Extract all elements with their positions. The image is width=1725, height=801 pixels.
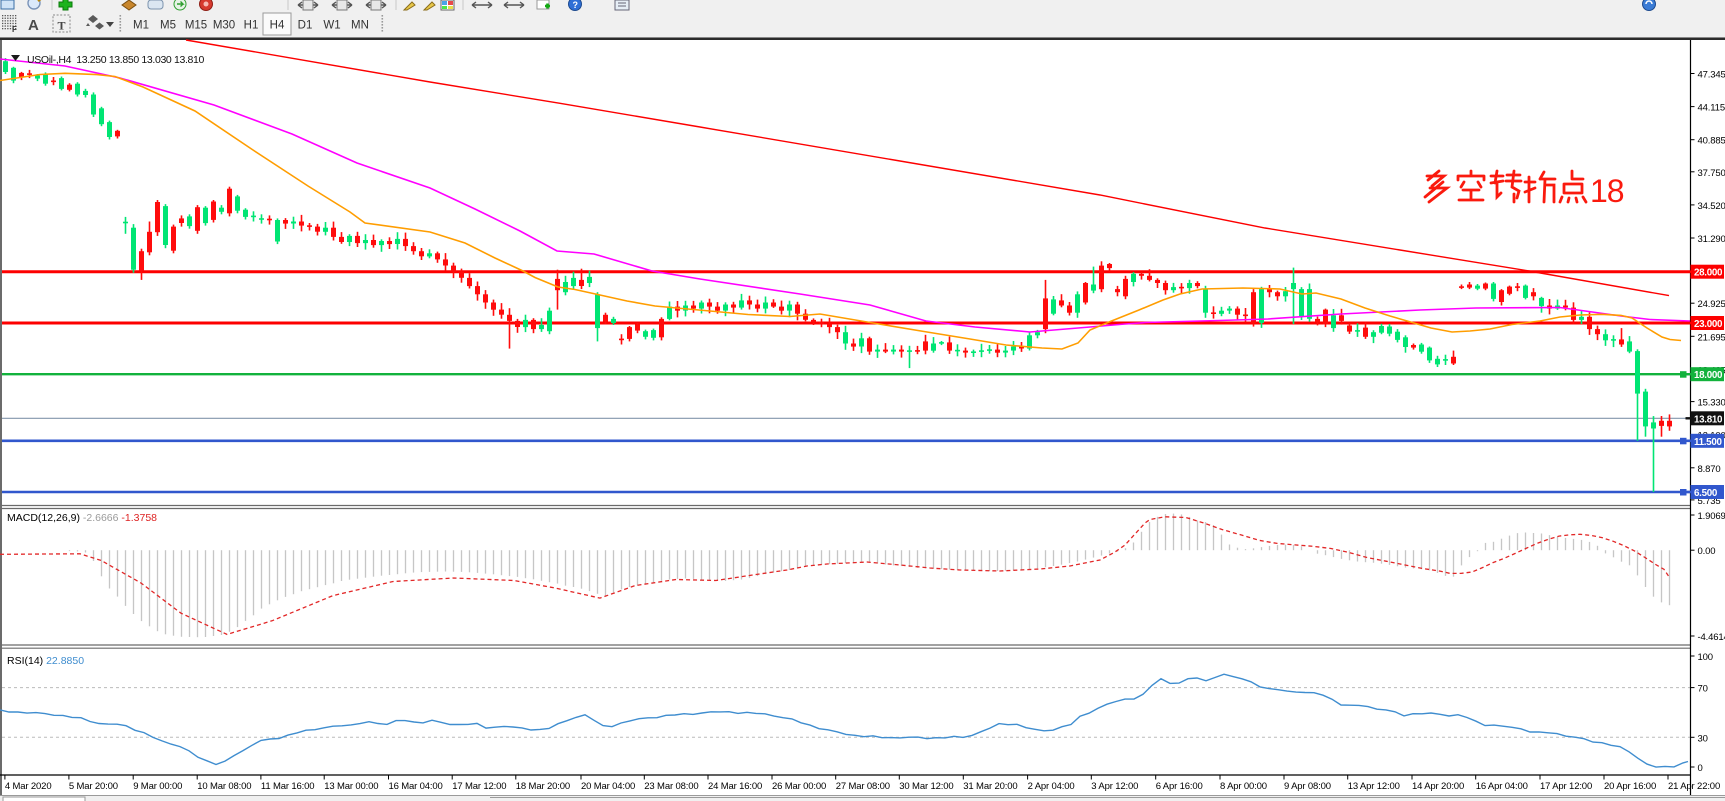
svg-text:16 Apr 04:00: 16 Apr 04:00 bbox=[1476, 781, 1528, 792]
svg-text:18.000: 18.000 bbox=[1694, 370, 1723, 381]
svg-text:44.115: 44.115 bbox=[1698, 103, 1725, 114]
svg-text:2 Apr 04:00: 2 Apr 04:00 bbox=[1028, 781, 1075, 792]
svg-text:31 Mar 20:00: 31 Mar 20:00 bbox=[963, 781, 1017, 792]
svg-text:D1: D1 bbox=[298, 20, 313, 32]
svg-text:17 Apr 12:00: 17 Apr 12:00 bbox=[1540, 781, 1592, 792]
svg-text:6 Apr 16:00: 6 Apr 16:00 bbox=[1156, 781, 1203, 792]
svg-text:20 Mar 04:00: 20 Mar 04:00 bbox=[581, 781, 635, 792]
svg-text:10 Mar 08:00: 10 Mar 08:00 bbox=[197, 781, 251, 792]
svg-text:M1: M1 bbox=[133, 20, 149, 32]
svg-text:16 Mar 04:00: 16 Mar 04:00 bbox=[389, 781, 443, 792]
svg-text:F: F bbox=[12, 25, 17, 34]
svg-text:30 Mar 12:00: 30 Mar 12:00 bbox=[899, 781, 953, 792]
svg-text:17 Mar 12:00: 17 Mar 12:00 bbox=[452, 781, 506, 792]
svg-text:M15: M15 bbox=[185, 20, 207, 32]
svg-text:0: 0 bbox=[1698, 763, 1703, 774]
svg-text:6.500: 6.500 bbox=[1694, 488, 1718, 499]
svg-text:1.9069: 1.9069 bbox=[1698, 511, 1725, 522]
svg-text:21.695: 21.695 bbox=[1698, 332, 1725, 343]
svg-text:27 Mar 08:00: 27 Mar 08:00 bbox=[836, 781, 890, 792]
svg-text:MN: MN bbox=[351, 20, 369, 32]
svg-text:100: 100 bbox=[1698, 652, 1713, 663]
svg-text:W1: W1 bbox=[323, 20, 340, 32]
svg-text:26 Mar 00:00: 26 Mar 00:00 bbox=[772, 781, 826, 792]
svg-text:11.500: 11.500 bbox=[1694, 437, 1722, 448]
svg-text:0.00: 0.00 bbox=[1698, 546, 1716, 557]
svg-text:31.290: 31.290 bbox=[1698, 234, 1725, 245]
svg-text:24 Mar 16:00: 24 Mar 16:00 bbox=[708, 781, 762, 792]
svg-text:13.810: 13.810 bbox=[1694, 414, 1723, 425]
svg-text:A: A bbox=[28, 17, 39, 34]
svg-text:18 Mar 20:00: 18 Mar 20:00 bbox=[516, 781, 570, 792]
svg-text:8.870: 8.870 bbox=[1698, 464, 1721, 475]
svg-text:21 Apr 22:00: 21 Apr 22:00 bbox=[1668, 781, 1720, 792]
svg-text:8 Apr 00:00: 8 Apr 00:00 bbox=[1220, 781, 1267, 792]
svg-text:4 Mar 2020: 4 Mar 2020 bbox=[5, 781, 52, 792]
svg-text:13 Mar 00:00: 13 Mar 00:00 bbox=[324, 781, 378, 792]
svg-text:M5: M5 bbox=[160, 20, 176, 32]
svg-text:23.000: 23.000 bbox=[1694, 319, 1723, 330]
svg-text:9 Mar 00:00: 9 Mar 00:00 bbox=[133, 781, 182, 792]
svg-text:-4.4614: -4.4614 bbox=[1698, 632, 1725, 643]
svg-text:T: T bbox=[58, 19, 66, 33]
svg-text:3 Apr 12:00: 3 Apr 12:00 bbox=[1091, 781, 1138, 792]
svg-text:37.750: 37.750 bbox=[1698, 168, 1725, 179]
svg-text:13 Apr 12:00: 13 Apr 12:00 bbox=[1348, 781, 1400, 792]
svg-text:28.000: 28.000 bbox=[1694, 268, 1723, 279]
svg-text:RSI(14) 22.8850: RSI(14) 22.8850 bbox=[7, 655, 84, 667]
svg-text:15.330: 15.330 bbox=[1698, 398, 1725, 409]
svg-text:USOil-,H4 13.250 13.850 13.03: USOil-,H4 13.250 13.850 13.030 13.810 bbox=[27, 54, 205, 66]
svg-text:14 Apr 20:00: 14 Apr 20:00 bbox=[1412, 781, 1464, 792]
svg-text:9 Apr 08:00: 9 Apr 08:00 bbox=[1284, 781, 1331, 792]
svg-text:40.885: 40.885 bbox=[1698, 136, 1725, 147]
svg-text:H4: H4 bbox=[270, 20, 285, 32]
svg-text:70: 70 bbox=[1698, 684, 1708, 695]
svg-text:47.345: 47.345 bbox=[1698, 70, 1725, 81]
svg-text:H1: H1 bbox=[244, 20, 259, 32]
svg-text:5.735: 5.735 bbox=[1698, 496, 1721, 507]
svg-text:?: ? bbox=[573, 0, 579, 10]
svg-text:11 Mar 16:00: 11 Mar 16:00 bbox=[261, 781, 314, 792]
svg-text:34.520: 34.520 bbox=[1698, 201, 1725, 212]
svg-text:MACD(12,26,9) -2.6666 -1.3758: MACD(12,26,9) -2.6666 -1.3758 bbox=[7, 512, 157, 524]
svg-text:5 Mar 20:00: 5 Mar 20:00 bbox=[69, 781, 118, 792]
svg-text:24.925: 24.925 bbox=[1698, 299, 1725, 310]
svg-text:20 Apr 16:00: 20 Apr 16:00 bbox=[1604, 781, 1656, 792]
svg-text:23 Mar 08:00: 23 Mar 08:00 bbox=[644, 781, 698, 792]
svg-text:18: 18 bbox=[1590, 173, 1624, 209]
svg-text:M30: M30 bbox=[213, 20, 235, 32]
svg-text:30: 30 bbox=[1698, 733, 1708, 744]
